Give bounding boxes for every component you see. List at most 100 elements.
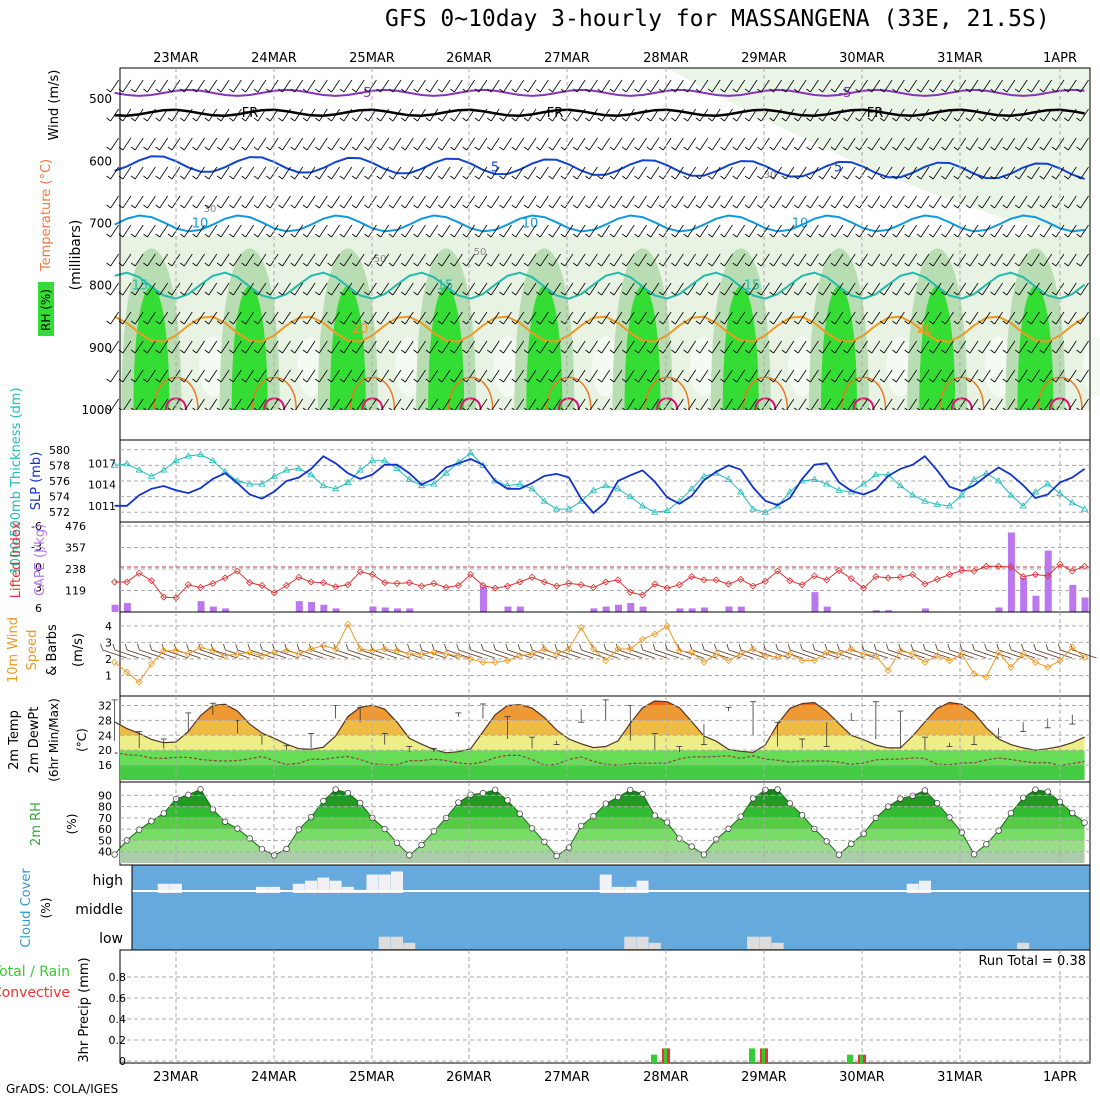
wind-barb-flag [928, 204, 934, 209]
wind-speed-point [528, 650, 536, 658]
wind-barb-flag [843, 88, 848, 93]
lifted-index-point [184, 581, 192, 589]
wind-barb [245, 166, 254, 180]
wind-barb-flag [1002, 291, 1008, 296]
tick-label: 24 [98, 729, 112, 742]
wind-barb-flag [904, 320, 909, 325]
wind-barb [404, 195, 414, 209]
wind-barb-flag [978, 378, 983, 383]
wind-barb [527, 311, 537, 325]
wind-barb-flag [1002, 88, 1008, 93]
wind-barb-flag [155, 320, 160, 325]
rh-point [1007, 809, 1015, 817]
tick-label: 1011 [88, 500, 116, 513]
wind-barb [650, 311, 660, 325]
cape-bar [209, 606, 217, 612]
wind-barb [785, 340, 795, 354]
wind-barb [797, 224, 807, 238]
wind-barb-flag [965, 291, 971, 296]
wind-barb [183, 253, 193, 267]
wind-barb [724, 195, 733, 209]
wind-barb-flag [241, 291, 246, 296]
rh-point [197, 786, 204, 793]
wind-speed-point [172, 647, 180, 655]
wind-barb-flag [769, 175, 774, 180]
wind-barb-flag [450, 146, 455, 151]
rh-point [737, 813, 744, 820]
wind-barb [761, 311, 770, 325]
wind-barb-flag [830, 117, 836, 122]
wind-barb [687, 253, 696, 267]
wind-barb-flag [186, 643, 189, 651]
wind-barb-flag [928, 378, 934, 383]
wind-barb [454, 369, 463, 383]
wind-speed-point [933, 652, 941, 660]
wind-barb [601, 79, 611, 93]
wind-barb-flag [695, 349, 701, 354]
wind-barb-flag [916, 204, 922, 209]
wind-barb-flag [364, 320, 369, 325]
wind-barb [249, 649, 275, 659]
wind-barb-flag [683, 320, 688, 325]
wind-barb [773, 79, 782, 93]
wind-barb-flag [327, 117, 332, 122]
wind-barb-flag [892, 175, 897, 180]
wind-barb-flag [450, 88, 455, 93]
wind-barb [159, 282, 169, 296]
wind-barb [466, 108, 475, 122]
wind-barb [932, 282, 942, 296]
wind-barb-flag [315, 349, 320, 354]
wind-barb-flag [204, 117, 210, 122]
wind-barb-flag [437, 262, 443, 267]
wind-barb-flag [548, 233, 553, 238]
wind-barb [846, 137, 856, 151]
wind-barb-flag [781, 233, 787, 238]
wind-barb [331, 79, 340, 93]
wind-barb-flag [1039, 88, 1044, 93]
wind-barb [441, 369, 451, 383]
rh-point [160, 810, 167, 817]
wind-barb-flag [855, 291, 860, 296]
wind-barb-flag [339, 320, 345, 325]
wind-barb-flag [965, 378, 971, 383]
wind-barb-flag [229, 88, 234, 93]
isotherm-label: 15 [437, 279, 454, 294]
rh-point [430, 828, 437, 835]
wind-barb-flag [1039, 175, 1044, 180]
wind-barb [503, 195, 512, 209]
wind-barb-flag [572, 204, 578, 209]
wind-barb [110, 282, 119, 296]
wind-barb [859, 253, 868, 267]
run-total: Run Total = 0.38 [978, 954, 1086, 969]
lifted-index-point [332, 583, 340, 591]
wind-barb [699, 195, 709, 209]
isotherm-25 [546, 376, 592, 411]
wind-barb [785, 311, 795, 325]
lifted-index-point [823, 576, 831, 584]
cloud-bar-high [268, 886, 281, 893]
wind-barb-flag [1021, 643, 1024, 651]
wind-speed-point [491, 658, 499, 666]
wind-barb [589, 79, 598, 93]
wind-barb [675, 108, 684, 122]
lifted-index-point [884, 574, 892, 582]
wind-barb-flag [1014, 262, 1020, 267]
wind-barb-flag [781, 320, 787, 325]
wind-barb-flag [597, 175, 602, 180]
wind-barb [662, 253, 672, 267]
temp-band [120, 720, 1085, 736]
wind-barb-flag [806, 146, 811, 151]
wind-barb [613, 108, 623, 122]
lifted-index-point [774, 567, 782, 575]
wind-barb [687, 224, 696, 238]
wind-barb [257, 311, 267, 325]
wind-barb-flag [1076, 88, 1081, 93]
wind-barb [282, 340, 291, 354]
wind-barb [306, 195, 316, 209]
wind-barb [454, 166, 463, 180]
wind-barb [282, 224, 291, 238]
wind-barb-flag [861, 643, 865, 651]
cloud-units: (%) [39, 898, 53, 919]
wind-barb-flag [585, 117, 590, 122]
rh-legend-swatch [38, 282, 54, 336]
